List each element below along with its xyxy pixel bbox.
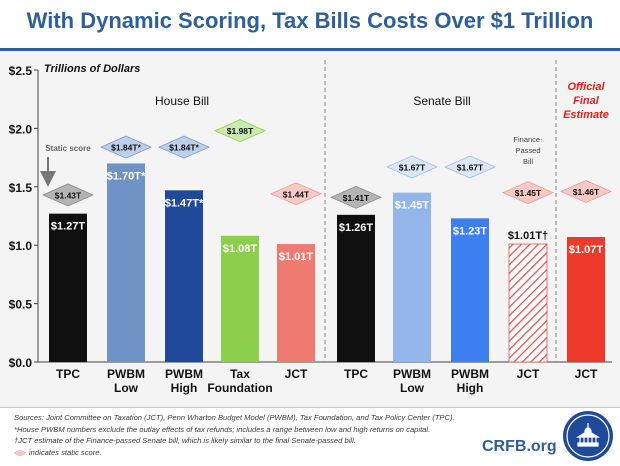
y-tick-label: $0.0: [9, 356, 33, 370]
bar-value-label: $1.08T: [223, 243, 258, 255]
category-label: Low: [400, 381, 425, 395]
bar-value-label: $1.47T*: [165, 197, 204, 209]
static-score-label: $1.43T: [55, 190, 82, 200]
static-score-label: $1.84T*: [169, 143, 199, 153]
category-label: PWBM: [393, 367, 431, 381]
static-score-diamond: [214, 119, 266, 143]
static-score-label: $1.84T*: [111, 143, 141, 153]
static-score-annotation: Static score: [45, 144, 91, 153]
category-label: PWBM: [107, 367, 145, 381]
y-tick-label: $0.5: [9, 298, 33, 312]
capitol-seal-icon: [563, 411, 613, 461]
static-score-diamond: [502, 181, 554, 205]
bar: [277, 244, 315, 362]
category-label: JCT: [575, 367, 598, 381]
group-label-senate: Senate Bill: [413, 94, 470, 108]
bar-value-label: $1.45T: [395, 200, 430, 212]
asterisk-note: *House PWBM numbers exclude the outlay e…: [14, 424, 431, 434]
footnotes: Sources: Joint Committee on Taxation (JC…: [14, 412, 455, 458]
title-bar: With Dynamic Scoring, Tax Bills Costs Ov…: [0, 0, 620, 51]
group-label-house: House Bill: [155, 94, 209, 108]
static-score-label: $1.67T: [399, 162, 426, 172]
bar-value-label: $1.01T: [279, 251, 314, 263]
finance-passed-note-word: Finance-: [513, 135, 543, 144]
category-label: PWBM: [165, 367, 203, 381]
static-legend-label: indicates static score.: [29, 447, 102, 457]
static-score-diamond: [560, 180, 612, 203]
static-score-diamond: [270, 182, 322, 206]
footer: Sources: Joint Committee on Taxation (JC…: [0, 407, 620, 466]
group-label-official: Official Final Estimate: [563, 81, 609, 121]
static-score-diamond: [444, 155, 496, 179]
category-label: Low: [114, 381, 139, 395]
chart-title: With Dynamic Scoring, Tax Bills Costs Ov…: [26, 8, 594, 33]
brand-logo-text[interactable]: CRFB.org: [482, 438, 557, 455]
y-tick-label: $1.0: [9, 239, 33, 253]
bar-value-label: $1.27T: [51, 221, 86, 233]
category-label: Foundation: [207, 381, 272, 395]
static-score-label: $1.46T: [573, 187, 600, 197]
bar: [165, 190, 203, 362]
category-label: JCT: [285, 367, 308, 381]
bar-value-label: $1.23T: [453, 225, 488, 237]
finance-passed-note: Finance- Passed Bill: [513, 135, 543, 166]
group-label-official-word: Official: [567, 81, 605, 93]
category-label: High: [171, 381, 198, 395]
bar: [567, 237, 605, 362]
y-tick-label: $1.5: [9, 181, 33, 195]
group-label-official-word: Estimate: [563, 109, 609, 121]
sources-note: Sources: Joint Committee on Taxation (JC…: [14, 413, 455, 422]
group-label-official-word: Final: [573, 95, 600, 107]
category-label: High: [457, 381, 484, 395]
bar: [107, 163, 145, 362]
bar: [221, 235, 259, 362]
static-score-diamond: [386, 155, 438, 179]
static-score-diamond: [100, 135, 152, 159]
unit-label: Trillions of Dollars: [44, 63, 140, 75]
bar: [49, 213, 87, 362]
static-score-label: $1.41T: [343, 193, 370, 203]
static-diamond-icon: [14, 449, 26, 456]
bar-value-label: $1.01T†: [508, 230, 548, 242]
static-score-label: $1.44T: [283, 189, 310, 199]
static-score-diamond: [158, 135, 210, 159]
category-label: TPC: [56, 367, 80, 381]
dagger-note: †JCT estimate of the Finance-passed Sena…: [14, 436, 356, 445]
bar: [337, 214, 375, 362]
static-score-label: $1.98T: [227, 126, 254, 136]
bar-value-label: $1.70T*: [107, 170, 146, 182]
static-score-diamond: [330, 185, 382, 209]
y-tick-label: $2.5: [9, 64, 33, 78]
category-label: Tax: [230, 367, 250, 381]
finance-passed-note-word: Bill: [523, 157, 533, 166]
category-label: JCT: [517, 367, 540, 381]
static-legend: indicates static score.: [14, 447, 455, 459]
bar-value-label: $1.07T: [569, 244, 604, 256]
category-label: PWBM: [451, 367, 489, 381]
static-score-label: $1.67T: [457, 162, 484, 172]
bar-chart: $0.0 $0.5 $1.0 $1.5 $2.0 $2.5 Trillions of Dol…: [9, 60, 612, 395]
finance-passed-note-word: Passed: [515, 146, 540, 155]
bar: [508, 243, 548, 363]
static-score-diamond: [42, 183, 94, 207]
bar-value-label: $1.26T: [339, 222, 374, 234]
bar: [451, 218, 489, 362]
category-label: TPC: [344, 367, 368, 381]
y-tick-label: $2.0: [9, 122, 33, 136]
bar: [393, 192, 431, 362]
static-score-label: $1.45T: [515, 188, 542, 198]
